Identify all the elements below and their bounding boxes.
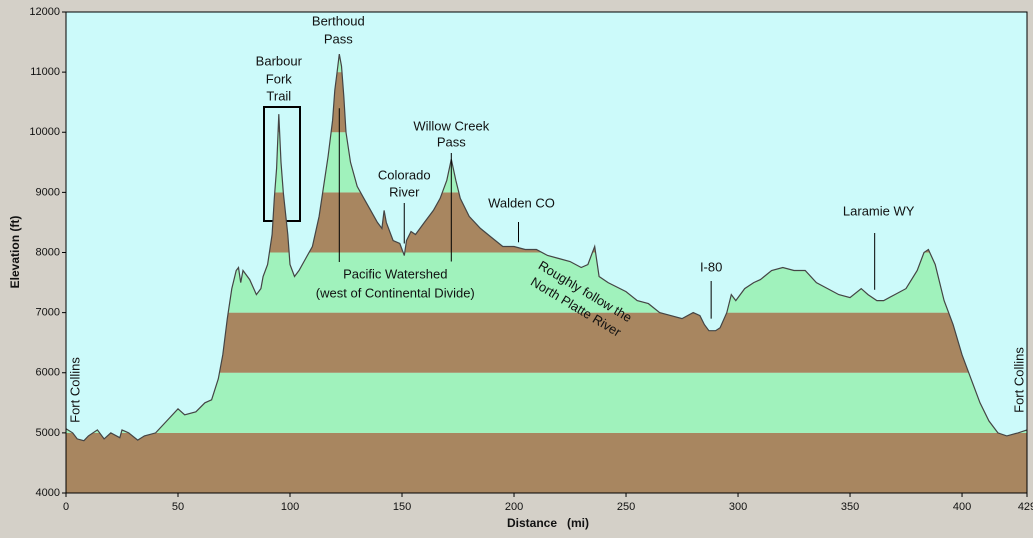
annotation-text: Fort Collins (1011, 347, 1026, 413)
annotation-text: Fork (266, 71, 293, 86)
y-tick-label: 5000 (36, 427, 60, 439)
annotation-text: Fort Collins (67, 357, 82, 423)
annotation-text: Berthoud (312, 13, 365, 28)
annotation-text: Colorado (378, 167, 431, 182)
annotation-text: Pacific Watershed (343, 266, 447, 281)
x-tick-label: 300 (729, 501, 747, 513)
x-tick-label: 50 (172, 501, 184, 513)
elevation-band (66, 432, 1027, 493)
profile-line (65, 53, 1028, 442)
y-tick-label: 7000 (36, 307, 60, 319)
annotation: Fort Collins (1011, 347, 1026, 413)
y-tick-label: 10000 (29, 126, 60, 138)
annotation-text: Pass (437, 134, 466, 149)
x-tick-label: 350 (841, 501, 859, 513)
x-tick-label: 429 (1018, 501, 1033, 513)
x-tick-label: 0 (63, 501, 69, 513)
annotation-text: Barbour (256, 53, 303, 68)
y-tick-label: 8000 (36, 246, 60, 258)
y-tick-label: 9000 (36, 186, 60, 198)
y-tick-label: 6000 (36, 367, 60, 379)
y-tick-label: 12000 (29, 6, 60, 18)
x-tick-label: 100 (281, 501, 299, 513)
x-tick-label: 400 (953, 501, 971, 513)
annotation-text: (west of Continental Divide) (316, 285, 475, 300)
annotation-text: Trail (266, 88, 291, 103)
annotation-text: Walden CO (488, 195, 555, 210)
x-tick-label: 150 (393, 501, 411, 513)
x-tick-label: 200 (505, 501, 523, 513)
annotation-text: Pass (324, 31, 353, 46)
annotation: Fort Collins (67, 357, 82, 423)
annotation-text: River (389, 184, 420, 199)
x-tick-label: 250 (617, 501, 635, 513)
x-axis-label: Distance (mi) (507, 516, 589, 530)
elevation-band (66, 372, 1027, 433)
y-tick-label: 4000 (36, 487, 60, 499)
annotation-text: Laramie WY (843, 203, 915, 218)
y-axis-label: Elevation (ft) (8, 216, 22, 289)
y-tick-label: 11000 (30, 66, 60, 78)
annotation-text: Willow Creek (413, 118, 489, 133)
annotation-text: I-80 (700, 259, 722, 274)
